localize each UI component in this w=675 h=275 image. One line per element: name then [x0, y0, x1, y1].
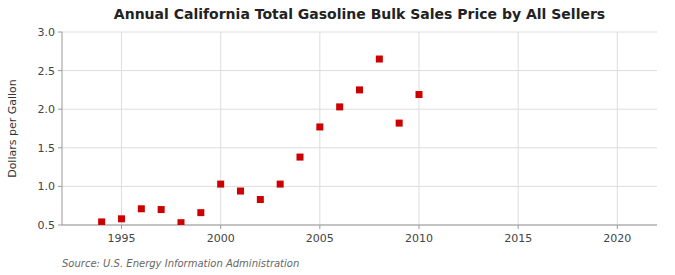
y-tick — [58, 225, 62, 226]
x-tick-label: 2005 — [306, 232, 334, 245]
points — [98, 56, 422, 225]
y-tick-label: 1.0 — [38, 180, 56, 193]
y-tick — [58, 147, 62, 148]
y-grid-line — [62, 109, 657, 110]
x-axis-line — [62, 225, 657, 226]
point — [396, 120, 403, 127]
point — [197, 209, 204, 216]
point — [416, 91, 423, 98]
grid — [62, 32, 657, 225]
point — [98, 218, 105, 225]
y-grid-line — [62, 225, 657, 226]
x-tick-label: 2010 — [405, 232, 433, 245]
y-tick-label: 1.5 — [38, 142, 56, 155]
point — [158, 206, 165, 213]
x-grid-line — [220, 32, 221, 225]
y-grid-line — [62, 147, 657, 148]
y-grid-line — [62, 70, 657, 71]
x-tick — [518, 225, 519, 229]
source: Source: U.S. Energy Information Administ… — [62, 258, 299, 269]
point — [356, 86, 363, 93]
point — [297, 154, 304, 161]
x-grid-line — [518, 32, 519, 225]
point — [118, 215, 125, 222]
y-axis-label: Dollars per Gallon — [6, 79, 19, 178]
point — [138, 205, 145, 212]
x-tick-label: 2020 — [603, 232, 631, 245]
x-tick — [419, 225, 420, 229]
x-grid-line — [121, 32, 122, 225]
y-tick-label: 2.5 — [38, 65, 56, 78]
x-tick — [220, 225, 221, 229]
axes: 0.5 1.0 1.5 2.0 2.5 3.0 1995 2000 2005 2010 2015 20… — [38, 26, 658, 245]
x-tick — [617, 225, 618, 229]
y-tick — [58, 186, 62, 187]
title: Annual California Total Gasoline Bulk Sa… — [114, 6, 605, 22]
y-grid-line — [62, 32, 657, 33]
y-tick-label: 3.0 — [38, 26, 56, 39]
point — [277, 181, 284, 188]
point — [376, 56, 383, 63]
y-tick — [58, 109, 62, 110]
x-grid-line — [617, 32, 618, 225]
point — [217, 181, 224, 188]
x-tick-label: 1995 — [108, 232, 136, 245]
point — [316, 123, 323, 130]
point — [336, 103, 343, 110]
y-tick-label: 2.0 — [38, 103, 56, 116]
point — [237, 188, 244, 195]
x-tick — [319, 225, 320, 229]
y-tick — [58, 32, 62, 33]
chart: Annual California Total Gasoline Bulk Sa… — [0, 0, 675, 275]
x-grid-line — [419, 32, 420, 225]
point — [257, 196, 264, 203]
y-grid-line — [62, 186, 657, 187]
point — [178, 219, 185, 225]
x-tick — [121, 225, 122, 229]
x-tick-label: 2000 — [207, 232, 235, 245]
y-tick — [58, 70, 62, 71]
x-tick-label: 2015 — [504, 232, 532, 245]
y-axis-line — [62, 32, 63, 225]
y-tick-label: 0.5 — [38, 219, 56, 232]
